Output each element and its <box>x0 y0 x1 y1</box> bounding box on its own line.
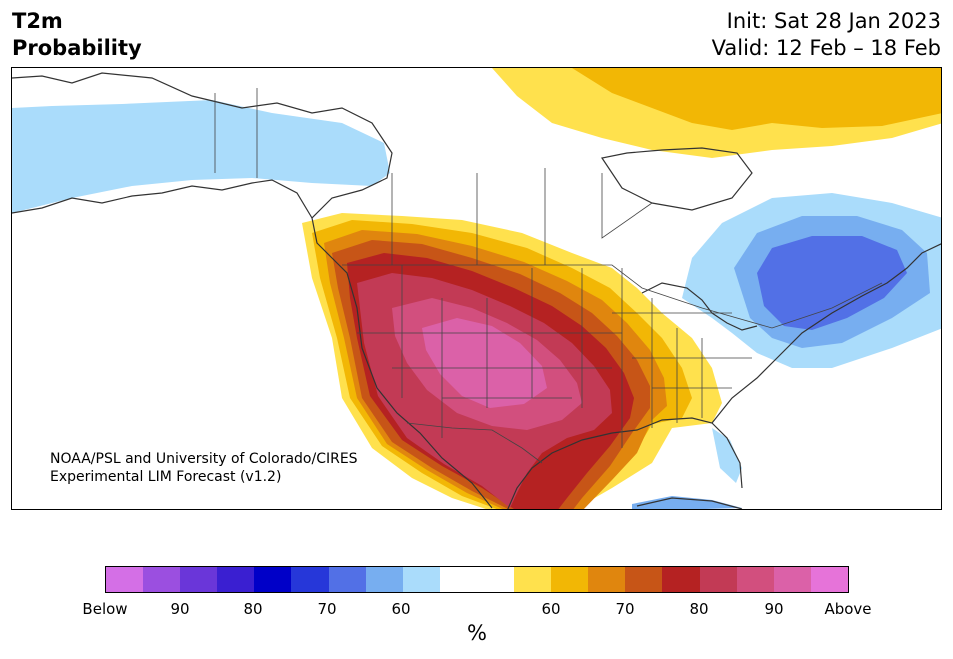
colorbar-segment <box>736 567 774 592</box>
hudson-bay <box>601 147 753 211</box>
map-title: T2m Probability <box>12 8 142 62</box>
credit-line-1: NOAA/PSL and University of Colorado/CIRE… <box>50 451 358 467</box>
forecast-dates: Init: Sat 28 Jan 2023 Valid: 12 Feb – 18… <box>712 8 941 62</box>
cuba-coast <box>636 497 743 509</box>
state-lines-east <box>612 268 752 448</box>
great-lakes <box>641 282 758 331</box>
colorbar-tick-label: Above <box>824 600 872 618</box>
coastlines <box>12 72 941 509</box>
mexico-border <box>406 422 543 464</box>
below-area-northeast-strong <box>757 236 907 330</box>
colorbar-segment <box>662 567 700 592</box>
colorbar-segment <box>551 567 589 592</box>
valid-period: Valid: 12 Feb – 18 Feb <box>711 36 941 60</box>
state-lines-west <box>357 265 622 438</box>
colorbar-segment <box>106 567 144 592</box>
colorbar-segment <box>365 567 403 592</box>
colorbar-segment <box>810 567 848 592</box>
colorbar-tick-label: 60 <box>541 600 561 618</box>
credit-line-2: Experimental LIM Forecast (v1.2) <box>50 469 282 485</box>
colorbar-segment <box>291 567 329 592</box>
colorbar-segment <box>254 567 292 592</box>
colorbar-segment <box>588 567 626 592</box>
data-credit: NOAA/PSL and University of Colorado/CIRE… <box>50 450 358 486</box>
probability-fields <box>12 68 941 509</box>
colorbar-segment <box>217 567 255 592</box>
atlantic-coast <box>711 243 941 424</box>
colorbar <box>105 566 849 593</box>
colorbar-tick-label: Below <box>82 600 128 618</box>
province-lines <box>214 88 653 265</box>
colorbar-tick-label: 60 <box>391 600 411 618</box>
alaska-coast <box>12 179 313 219</box>
colorbar-tick-label: 90 <box>764 600 784 618</box>
colorbar-tick-label: 80 <box>243 600 263 618</box>
below-area-alaska <box>12 100 390 213</box>
below-area-cuba <box>632 496 742 509</box>
colorbar-segment <box>773 567 811 592</box>
colorbar-segment <box>514 567 552 592</box>
above-area-95 <box>422 318 547 408</box>
probability-map: NOAA/PSL and University of Colorado/CIRE… <box>11 67 942 510</box>
canada-us-border <box>342 264 883 329</box>
below-area-florida <box>712 428 742 483</box>
product-name: Probability <box>12 36 142 60</box>
colorbar-segment <box>476 567 515 592</box>
colorbar-units: % <box>467 621 487 645</box>
gulf-coast <box>507 417 743 509</box>
colorbar-segment <box>143 567 181 592</box>
colorbar-segment <box>625 567 663 592</box>
colorbar-segment <box>402 567 440 592</box>
variable-name: T2m <box>12 9 63 33</box>
above-area-arctic-mid <box>572 68 941 130</box>
colorbar-tick-label: 80 <box>689 600 709 618</box>
colorbar-tick-label: 70 <box>317 600 337 618</box>
map-canvas <box>12 68 941 509</box>
init-date: Init: Sat 28 Jan 2023 <box>726 9 941 33</box>
colorbar-segment <box>699 567 737 592</box>
colorbar-segment <box>439 567 477 592</box>
political-borders <box>214 88 883 464</box>
colorbar-segment <box>328 567 366 592</box>
colorbar-tick-label: 90 <box>170 600 190 618</box>
colorbar-tick-label: 70 <box>615 600 635 618</box>
colorbar-segment <box>180 567 218 592</box>
pacific-coast <box>12 72 493 509</box>
